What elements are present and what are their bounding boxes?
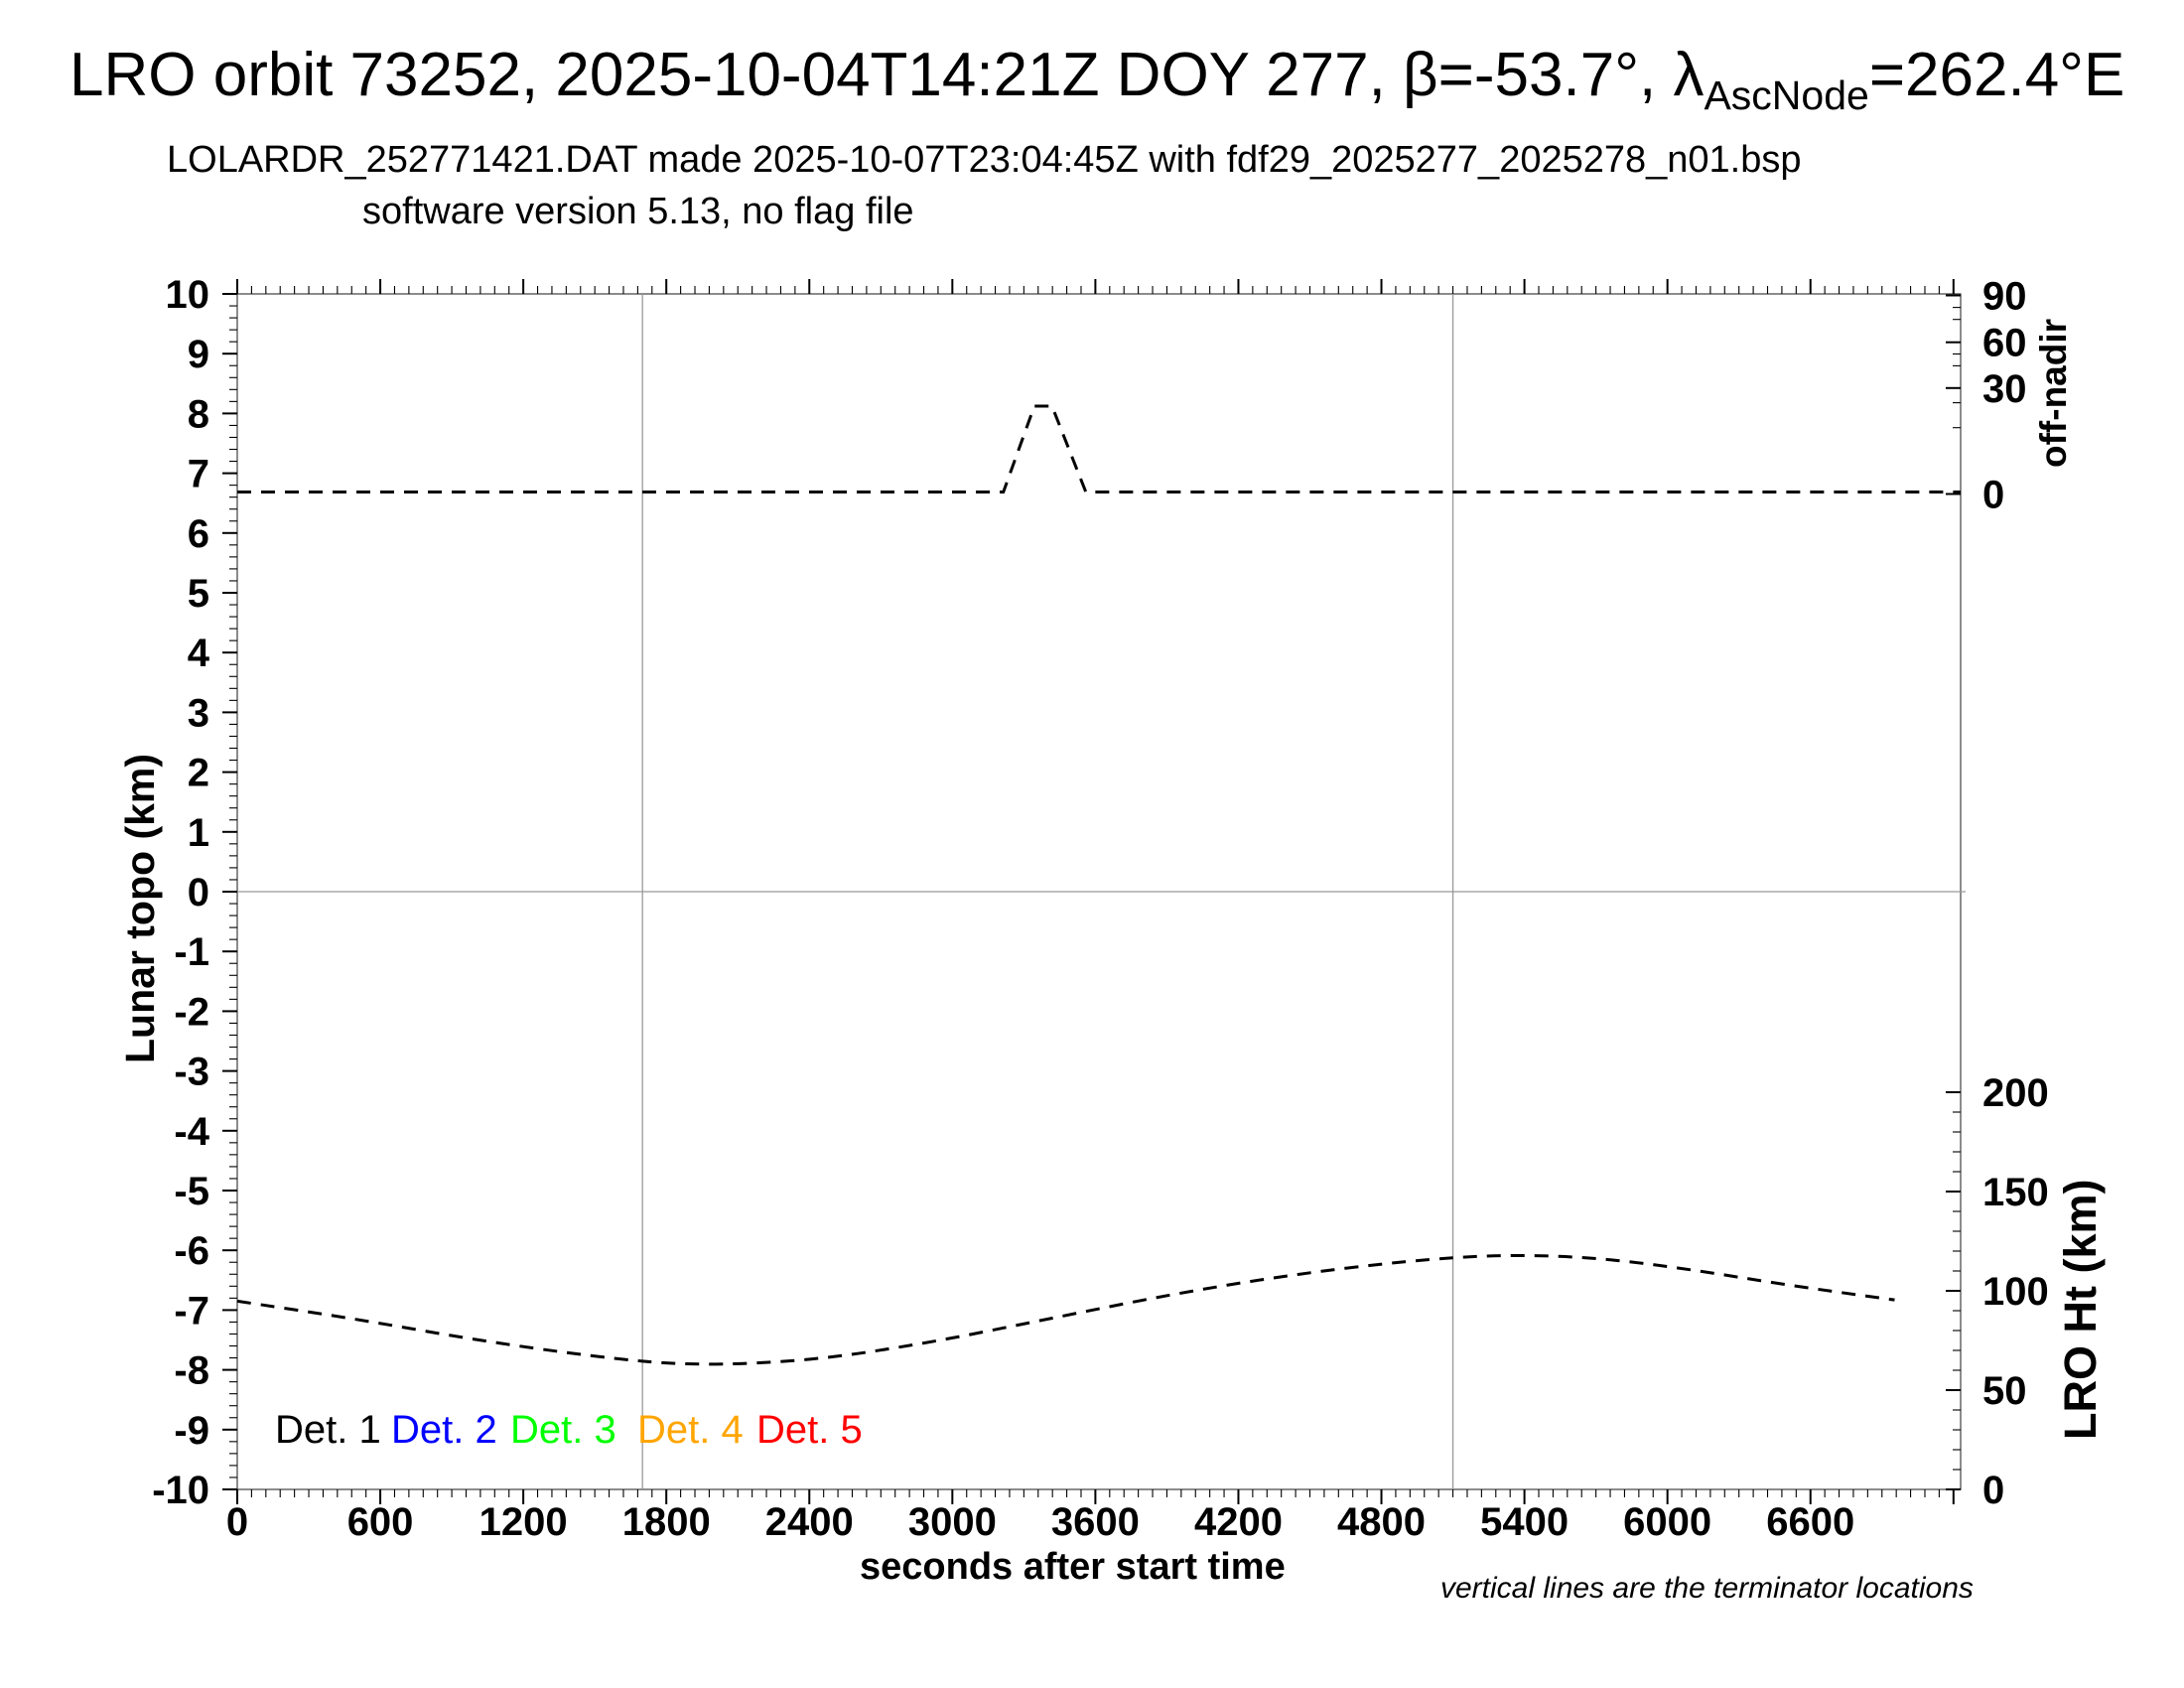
svg-text:30: 30 — [1982, 367, 2027, 411]
svg-text:2400: 2400 — [765, 1500, 854, 1544]
svg-text:-7: -7 — [174, 1289, 209, 1333]
svg-text:1: 1 — [188, 811, 209, 855]
svg-text:0: 0 — [226, 1500, 248, 1544]
svg-text:4: 4 — [188, 632, 210, 675]
svg-text:3000: 3000 — [908, 1500, 997, 1544]
svg-text:5400: 5400 — [1480, 1500, 1569, 1544]
svg-text:4200: 4200 — [1194, 1500, 1283, 1544]
svg-text:2: 2 — [188, 752, 209, 795]
svg-text:1200: 1200 — [479, 1500, 568, 1544]
svg-text:10: 10 — [166, 273, 210, 317]
svg-text:100: 100 — [1982, 1270, 2049, 1314]
svg-text:0: 0 — [1982, 474, 2004, 517]
svg-text:0: 0 — [188, 871, 209, 914]
svg-text:200: 200 — [1982, 1071, 2049, 1115]
svg-text:9: 9 — [188, 333, 209, 376]
svg-text:-10: -10 — [152, 1469, 209, 1512]
svg-text:6600: 6600 — [1766, 1500, 1854, 1544]
svg-text:60: 60 — [1982, 322, 2027, 365]
svg-text:-9: -9 — [174, 1409, 209, 1453]
svg-text:600: 600 — [347, 1500, 414, 1544]
svg-text:-4: -4 — [174, 1110, 209, 1154]
svg-text:-1: -1 — [174, 930, 209, 974]
svg-text:7: 7 — [188, 453, 209, 496]
svg-text:50: 50 — [1982, 1369, 2027, 1413]
svg-text:8: 8 — [188, 392, 209, 436]
svg-text:-2: -2 — [174, 990, 209, 1034]
svg-text:-6: -6 — [174, 1229, 209, 1273]
svg-text:-8: -8 — [174, 1349, 209, 1393]
svg-text:4800: 4800 — [1337, 1500, 1426, 1544]
svg-text:1800: 1800 — [622, 1500, 711, 1544]
svg-text:150: 150 — [1982, 1171, 2049, 1214]
svg-text:6: 6 — [188, 512, 209, 556]
svg-text:-5: -5 — [174, 1170, 209, 1213]
svg-text:90: 90 — [1982, 275, 2027, 319]
svg-text:0: 0 — [1982, 1469, 2004, 1512]
svg-text:5: 5 — [188, 572, 209, 616]
svg-text:-3: -3 — [174, 1051, 209, 1094]
svg-text:3600: 3600 — [1051, 1500, 1140, 1544]
svg-text:6000: 6000 — [1623, 1500, 1711, 1544]
svg-text:3: 3 — [188, 691, 209, 735]
